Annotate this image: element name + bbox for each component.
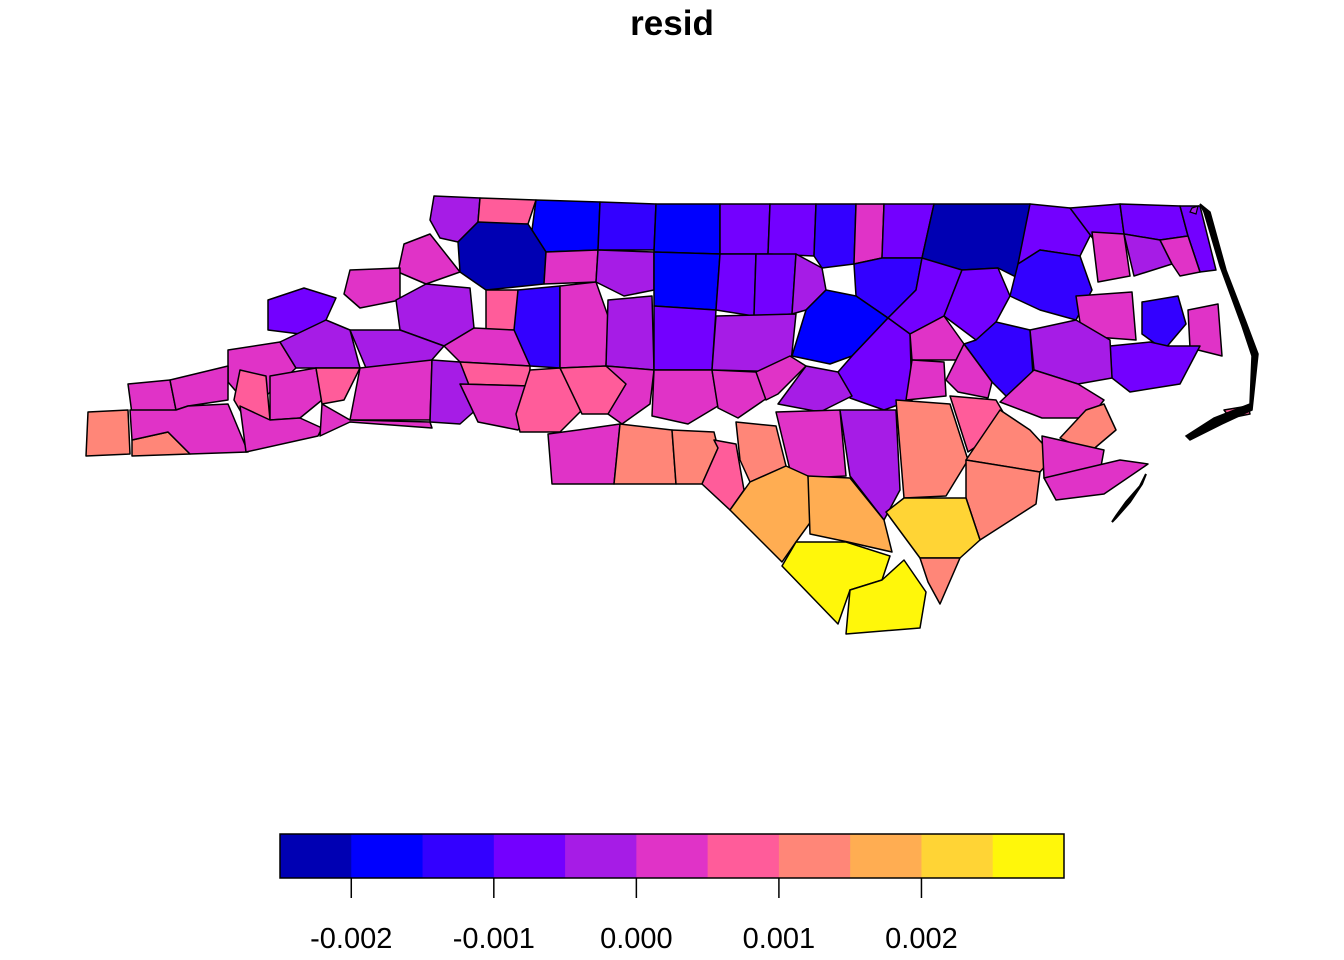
county-86 xyxy=(895,399,969,499)
legend-tick-label: 0.000 xyxy=(600,923,673,955)
legend-swatch-11 xyxy=(992,834,1065,878)
legend-swatch-6 xyxy=(636,834,709,878)
county-58 xyxy=(269,367,323,421)
county-97 xyxy=(845,559,927,635)
legend-tick-label: 0.001 xyxy=(743,923,816,955)
county-17 xyxy=(543,249,599,285)
county-60 xyxy=(349,359,433,421)
legend-swatch-10 xyxy=(921,834,994,878)
legend-border xyxy=(279,833,1065,879)
county-19 xyxy=(653,251,721,311)
county-74 xyxy=(85,409,131,457)
county-71 xyxy=(945,343,993,399)
county-36 xyxy=(343,267,401,309)
county-42 xyxy=(605,295,655,371)
county-73 xyxy=(1059,403,1117,453)
color-legend: -0.002 -0.001 0.000 0.001 0.002 xyxy=(279,833,1065,955)
county-6 xyxy=(719,203,771,255)
legend-tick-label: -0.002 xyxy=(310,923,392,955)
county-68 xyxy=(755,355,807,401)
county-16 xyxy=(457,221,547,291)
county-93 xyxy=(807,475,893,553)
county-80 xyxy=(613,423,677,485)
legend-swatches xyxy=(280,834,1065,878)
county-79 xyxy=(547,423,621,485)
outer-banks-coastline xyxy=(1111,203,1259,523)
county-78 xyxy=(319,403,433,437)
county-53 xyxy=(443,327,531,367)
legend-swatch-3 xyxy=(422,834,495,878)
county-95 xyxy=(919,557,961,605)
county-5 xyxy=(653,203,721,255)
county-18 xyxy=(595,249,655,297)
county-20 xyxy=(715,253,757,317)
county-41 xyxy=(559,281,609,369)
county-55 xyxy=(127,379,177,415)
county-32 xyxy=(1187,303,1223,357)
county-54 xyxy=(459,361,531,387)
county-9 xyxy=(853,203,885,265)
county-21 xyxy=(753,253,797,317)
county-43 xyxy=(653,305,717,371)
county-40 xyxy=(513,285,561,369)
county-94 xyxy=(885,497,981,559)
county-91 xyxy=(965,459,1041,541)
coastal-islet xyxy=(1189,205,1199,215)
legend-swatch-2 xyxy=(351,834,424,878)
legend-swatch-7 xyxy=(707,834,780,878)
county-56 xyxy=(169,365,229,411)
county-39 xyxy=(485,289,519,331)
legend-swatch-5 xyxy=(565,834,637,878)
county-70 xyxy=(905,359,947,401)
county-layer xyxy=(85,195,1251,635)
legend-swatch-9 xyxy=(850,834,922,878)
county-66 xyxy=(651,369,719,425)
outer-banks-island xyxy=(1184,203,1259,441)
county-35 xyxy=(397,233,461,285)
legend-swatch-4 xyxy=(493,834,566,878)
county-27 xyxy=(1091,231,1131,283)
map-title: resid xyxy=(630,4,714,43)
county-67 xyxy=(711,369,771,419)
legend-ticks: -0.002 -0.001 0.000 0.001 0.002 xyxy=(310,878,958,955)
county-85 xyxy=(839,409,901,521)
legend-tick-label: 0.002 xyxy=(885,923,958,955)
county-69 xyxy=(777,365,853,413)
county-29 xyxy=(1159,235,1201,277)
county-3 xyxy=(531,199,601,253)
coastal-island xyxy=(1111,473,1147,523)
county-7 xyxy=(767,203,817,257)
county-61 xyxy=(429,359,479,425)
county-90 xyxy=(1043,459,1149,501)
legend-swatch-8 xyxy=(778,834,851,878)
legend-tick-label: -0.001 xyxy=(453,923,535,955)
legend-swatch-1 xyxy=(280,834,352,878)
county-8 xyxy=(813,203,857,269)
county-31 xyxy=(1141,295,1187,351)
county-33 xyxy=(1109,341,1201,393)
county-4 xyxy=(597,201,657,251)
county-59 xyxy=(315,367,361,405)
county-52 xyxy=(349,329,445,369)
